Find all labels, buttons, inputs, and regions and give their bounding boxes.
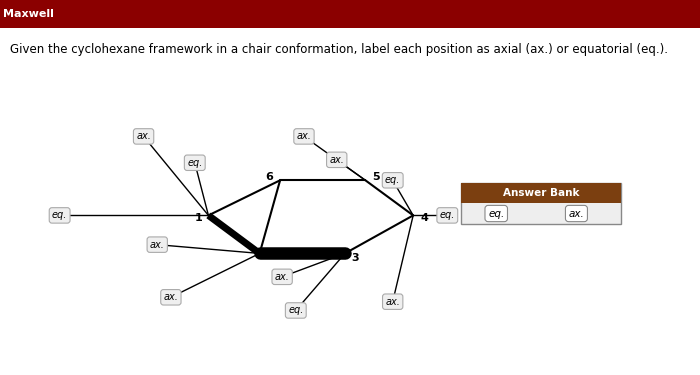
Text: ax.: ax.	[329, 155, 344, 165]
Text: eq.: eq.	[385, 175, 400, 185]
Text: 3: 3	[351, 253, 359, 263]
Text: 5: 5	[372, 172, 380, 182]
Text: eq.: eq.	[440, 210, 455, 220]
Text: 1: 1	[195, 213, 203, 223]
Text: Given the cyclohexane framework in a chair conformation, label each position as : Given the cyclohexane framework in a cha…	[10, 43, 668, 56]
Text: ax.: ax.	[163, 292, 179, 302]
Text: ax.: ax.	[136, 131, 151, 141]
Bar	[461, 183, 622, 203]
Text: eq.: eq.	[488, 209, 505, 219]
Text: ax.: ax.	[385, 297, 400, 307]
Bar	[461, 183, 622, 224]
Text: Maxwell: Maxwell	[4, 9, 55, 19]
Text: ax.: ax.	[150, 240, 164, 250]
Text: 4: 4	[420, 213, 428, 223]
Text: eq.: eq.	[288, 306, 304, 315]
Text: 6: 6	[265, 172, 273, 182]
Text: 2: 2	[266, 251, 274, 261]
Text: eq.: eq.	[187, 158, 202, 168]
Text: ax.: ax.	[274, 272, 290, 282]
Text: eq.: eq.	[52, 210, 67, 220]
Text: ax.: ax.	[568, 209, 584, 219]
Text: Answer Bank: Answer Bank	[503, 188, 580, 198]
Text: ax.: ax.	[297, 131, 312, 141]
